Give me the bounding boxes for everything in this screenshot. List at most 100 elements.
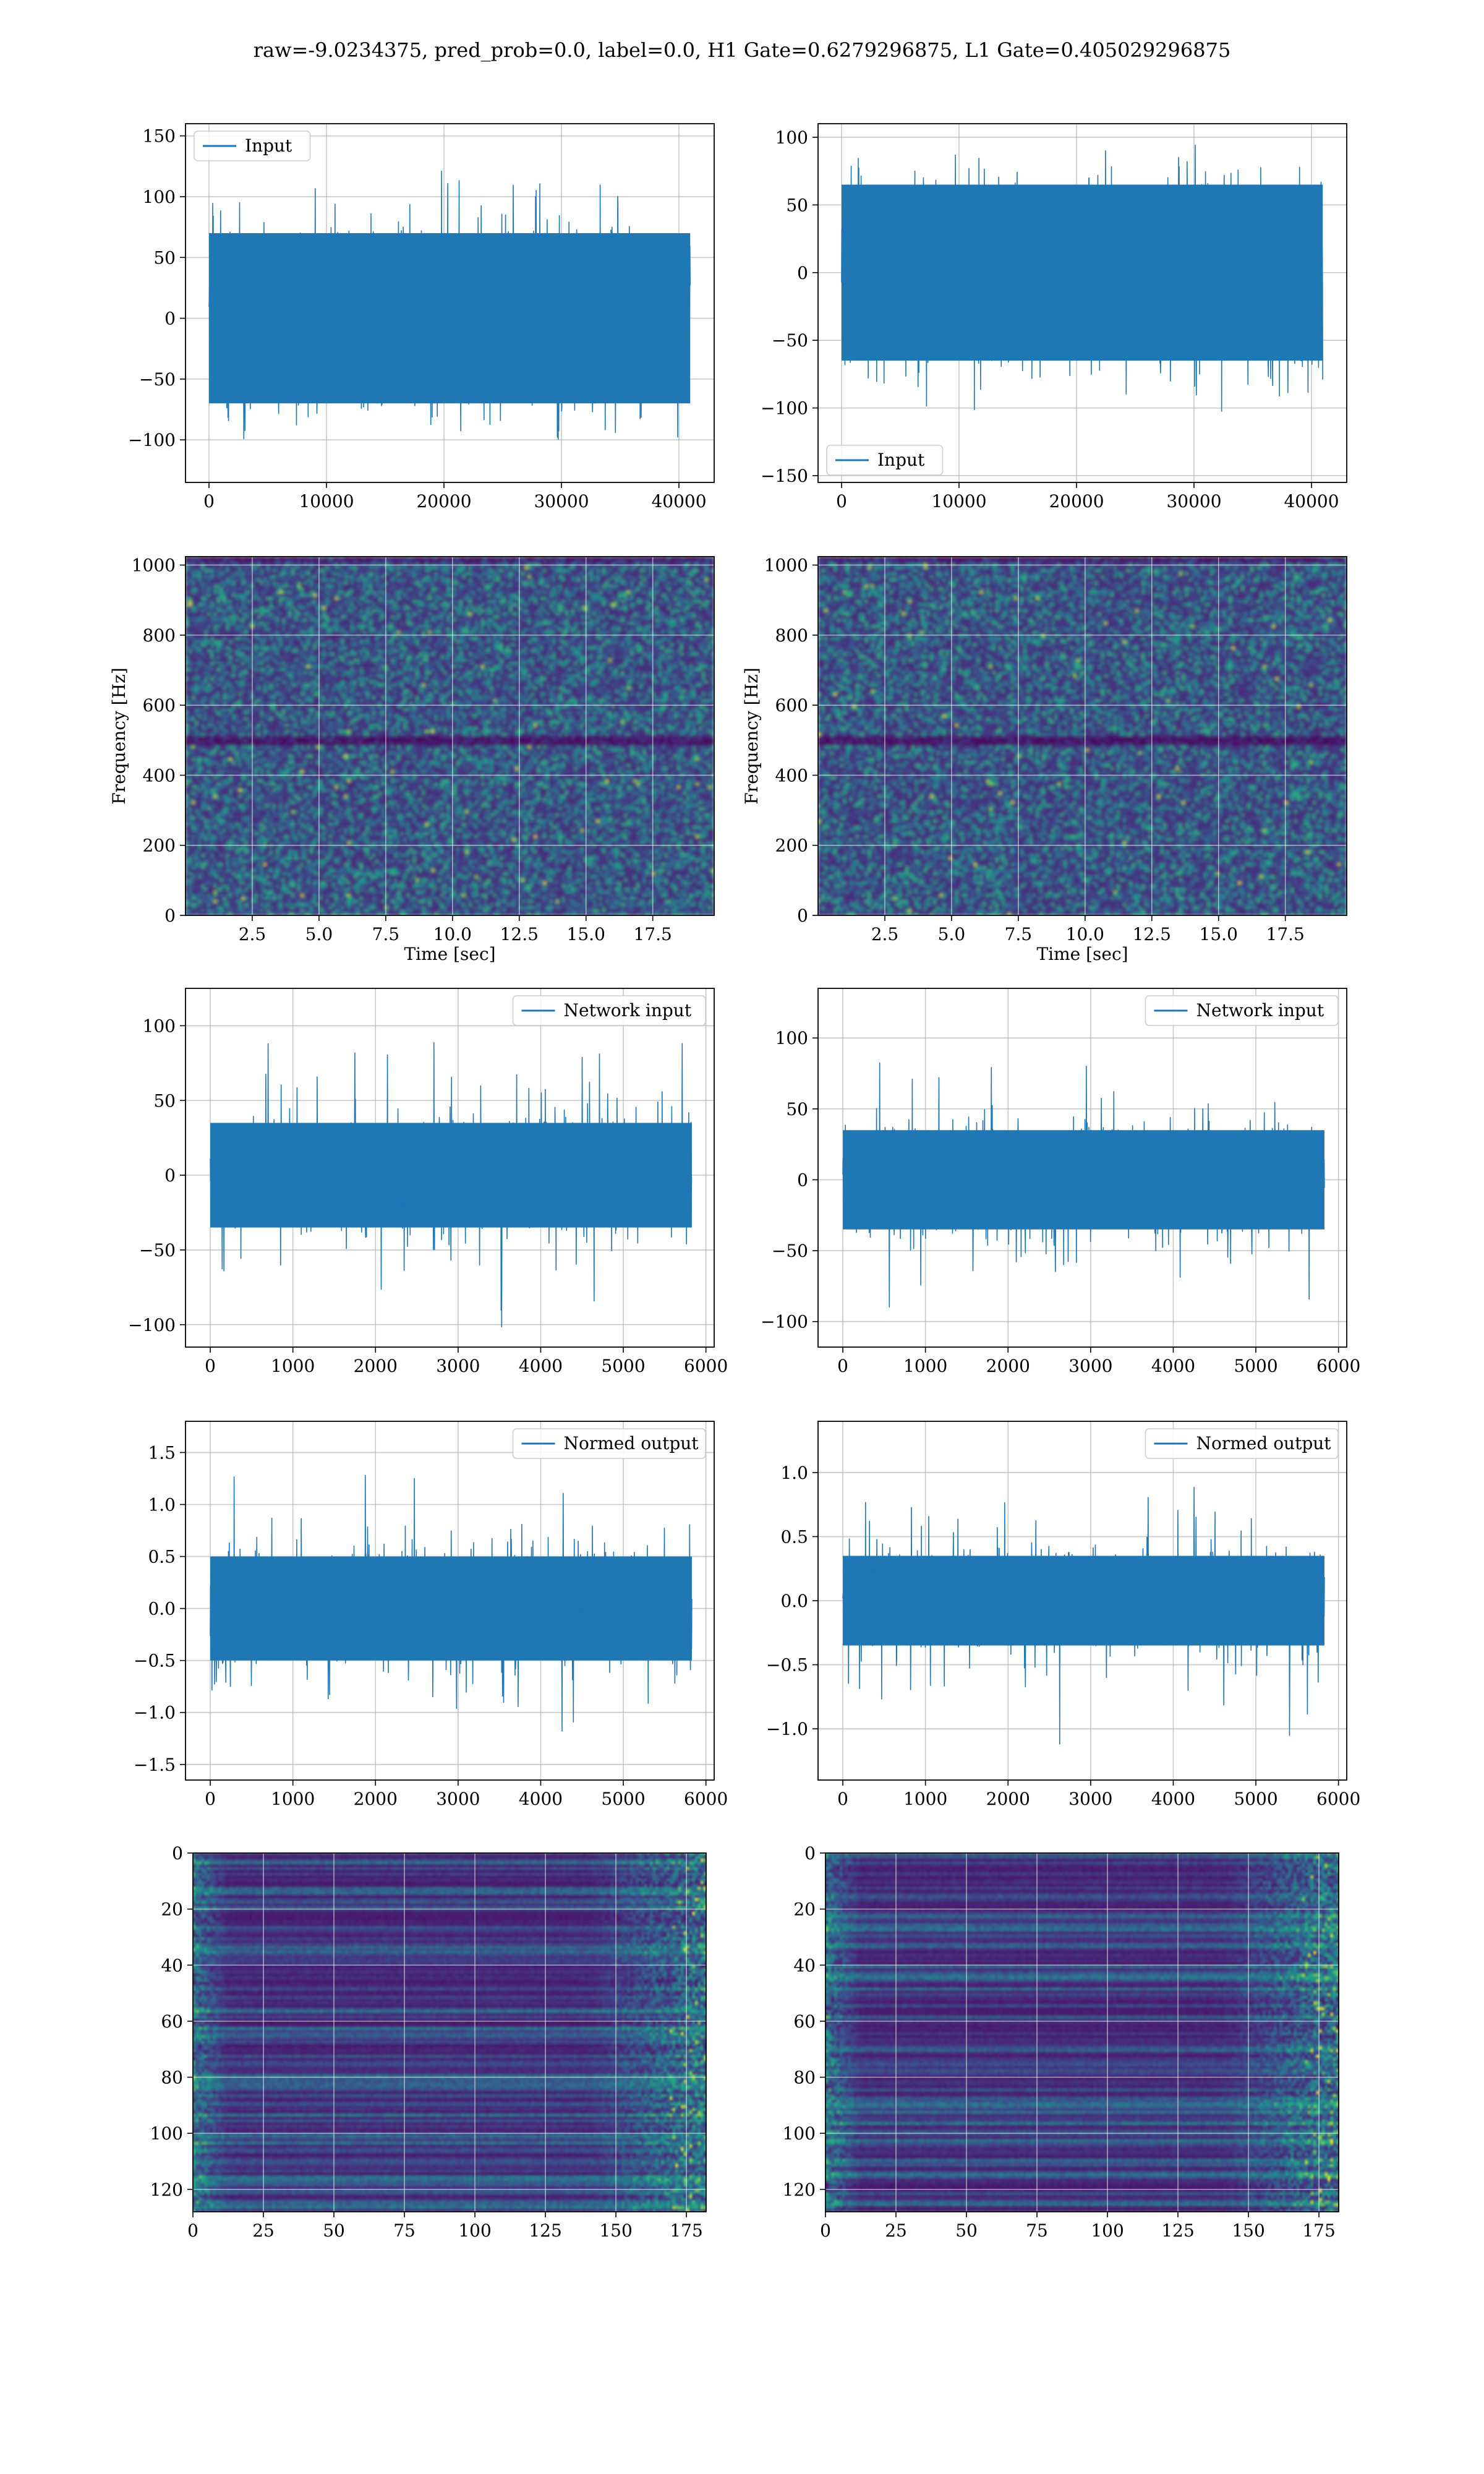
feat_h1-frame — [192, 1852, 707, 2212]
spec_h1-xtick-label-2: 7.5 — [372, 924, 400, 944]
netin_l1-ytick-label-4: 100 — [775, 1028, 808, 1048]
netin_l1-ytick-label-2: 0 — [797, 1170, 808, 1190]
input_h1-xtick-label-3: 30000 — [534, 491, 589, 511]
netin_l1-xtick-label-5: 5000 — [1234, 1356, 1277, 1376]
netin_h1-legend: Network input — [512, 995, 706, 1026]
netin_l1-xtick-label-0: 0 — [837, 1356, 848, 1376]
feat_h1-ytick-label-2: 40 — [161, 1955, 183, 1975]
normed_l1-xtick-label-1: 1000 — [903, 1789, 947, 1809]
feat_h1-ytick-label-4: 80 — [161, 2068, 183, 2088]
input_l1-ytick-label-5: 100 — [775, 127, 808, 148]
netin_h1-xtick-label-6: 6000 — [684, 1356, 728, 1376]
input_h1-series-line — [208, 170, 691, 440]
netin_l1-ytick-label-0: −100 — [761, 1312, 808, 1332]
normed_h1-legend: Normed output — [512, 1428, 706, 1459]
normed_h1-legend-label: Normed output — [564, 1433, 699, 1453]
feat_l1-ytick-label-6: 120 — [783, 2180, 816, 2200]
feat_h1-xtick-label-2: 50 — [323, 2220, 345, 2241]
feat_h1-ytick-label-3: 60 — [161, 2011, 183, 2032]
netin_h1-xtick-label-1: 1000 — [271, 1356, 315, 1376]
normed_l1-legend-label: Normed output — [1196, 1433, 1332, 1453]
input_l1-xtick-label-1: 10000 — [931, 491, 986, 511]
netin_h1-ytick-label-1: −50 — [139, 1240, 176, 1261]
feat_h1-xtick-label-0: 0 — [187, 2220, 198, 2241]
input_h1-xtick-label-4: 40000 — [651, 491, 706, 511]
input_l1-legend-label: Input — [877, 450, 925, 470]
input_h1-ytick-label-4: 100 — [143, 187, 176, 207]
input_h1-legend-box — [194, 131, 311, 161]
spec_h1-ytick-label-3: 600 — [143, 695, 176, 716]
spec_h1-ylabel: Frequency [Hz] — [109, 667, 129, 804]
normed_l1-ytick-label-2: 0.0 — [780, 1591, 808, 1611]
feat_h1-ytick-label-0: 0 — [172, 1843, 183, 1864]
normed_h1-xtick-label-5: 5000 — [601, 1789, 645, 1809]
input_l1-xtick-label-3: 30000 — [1166, 491, 1221, 511]
spec_l1-ytick-label-0: 0 — [797, 905, 808, 926]
chart-netin_l1: 0 1000 2000 3000 4000 5000 6000 −100 −50 0 50 100 Ne… — [761, 988, 1360, 1376]
normed_h1-ytick-label-4: 0.5 — [148, 1547, 176, 1567]
spec_l1-ytick-label-1: 200 — [775, 836, 808, 856]
netin_l1-xtick-label-1: 1000 — [903, 1356, 947, 1376]
normed_l1-xtick-label-6: 6000 — [1316, 1789, 1360, 1809]
normed_h1-frame — [185, 1421, 715, 1781]
input_h1-ytick-label-0: −100 — [128, 430, 176, 450]
normed_l1-xtick-label-2: 2000 — [986, 1789, 1030, 1809]
spec_h1-frame — [185, 556, 715, 916]
normed_h1-xtick-label-3: 3000 — [436, 1789, 480, 1809]
feat_l1-ytick-label-5: 100 — [783, 2123, 816, 2144]
netin_l1-frame — [817, 988, 1347, 1348]
figure-title: raw=-9.0234375, pred_prob=0.0, label=0.0… — [253, 38, 1231, 62]
spec_l1-xtick-label-0: 2.5 — [871, 924, 899, 944]
chart-normed_h1: 0 1000 2000 3000 4000 5000 6000 −1.5 −1.0 −0.5 0.0… — [134, 1421, 728, 1809]
chart-netin_h1: 0 1000 2000 3000 4000 5000 6000 −100 −50 0 50 100 Ne… — [128, 988, 728, 1376]
chart-normed_l1: 0 1000 2000 3000 4000 5000 6000 −1.0 −0.5 0.0 0.5 1… — [766, 1421, 1360, 1809]
normed_h1-xtick-label-4: 4000 — [519, 1789, 563, 1809]
netin_h1-series-line — [210, 1042, 693, 1328]
netin_l1-xtick-label-6: 6000 — [1316, 1356, 1360, 1376]
input_l1-xtick-label-0: 0 — [836, 491, 847, 511]
feat_l1-xtick-label-6: 150 — [1232, 2220, 1264, 2241]
spec_l1-grid — [818, 557, 1347, 916]
spec_l1-ytick-label-4: 800 — [775, 625, 808, 646]
normed_h1-ytick-label-3: 0.0 — [148, 1599, 176, 1619]
spec_h1-ytick-label-5: 1000 — [132, 555, 176, 576]
spec_h1-xtick-label-6: 17.5 — [634, 924, 672, 944]
normed_h1-ytick-label-2: −0.5 — [134, 1651, 176, 1671]
feat_l1-ytick-label-4: 80 — [793, 2068, 816, 2088]
netin_h1-xtick-label-4: 4000 — [519, 1356, 563, 1376]
input_l1-frame — [817, 123, 1347, 483]
normed_l1-series-line — [842, 1486, 1325, 1745]
input_h1-ytick-label-3: 50 — [153, 247, 176, 268]
netin_h1-xtick-label-5: 5000 — [601, 1356, 645, 1376]
feat_h1-xtick-label-4: 100 — [458, 2220, 491, 2241]
feat_h1-xtick-label-7: 175 — [670, 2220, 702, 2241]
input_l1-xtick-label-2: 20000 — [1049, 491, 1104, 511]
chart-spec_h1: 2.5 5.0 7.5 10.0 12.5 15.0 17.5 0 200 400 600 800 10… — [109, 555, 715, 964]
spec_h1-ytick-label-2: 400 — [143, 765, 176, 785]
netin_h1-ytick-label-2: 0 — [164, 1165, 176, 1186]
netin_h1-xtick-label-3: 3000 — [436, 1356, 480, 1376]
spec_h1-ytick-label-1: 200 — [143, 836, 176, 856]
feat_h1-xtick-label-1: 25 — [252, 2220, 275, 2241]
normed_h1-xtick-label-1: 1000 — [271, 1789, 315, 1809]
spec_l1-xtick-label-6: 17.5 — [1266, 924, 1305, 944]
feat_h1-grid — [192, 1852, 706, 2212]
chart-spec_l1: 2.5 5.0 7.5 10.0 12.5 15.0 17.5 0 200 400 600 800 10… — [741, 555, 1347, 964]
normed_l1-ytick-label-3: 0.5 — [780, 1526, 808, 1547]
feat_l1-ytick-label-3: 60 — [793, 2011, 816, 2032]
normed_h1-ytick-label-0: −1.5 — [134, 1755, 176, 1775]
normed_l1-ytick-label-4: 1.0 — [780, 1463, 808, 1483]
feat_h1-ytick-label-5: 100 — [150, 2123, 183, 2144]
normed_h1-ytick-label-1: −1.0 — [134, 1703, 176, 1723]
input_l1-legend: Input — [826, 445, 944, 476]
input_h1-legend-label: Input — [245, 135, 292, 156]
netin_h1-frame — [185, 988, 715, 1348]
chart-input_h1: 0 10000 20000 30000 40000 −100 −50 0 50 100 150 Inp… — [128, 123, 715, 511]
feat_l1-xtick-label-4: 100 — [1091, 2220, 1124, 2241]
netin_l1-xtick-label-3: 3000 — [1068, 1356, 1112, 1376]
netin_h1-legend-box — [512, 995, 706, 1026]
feat_h1-xtick-label-5: 125 — [529, 2220, 561, 2241]
netin_l1-xtick-label-2: 2000 — [986, 1356, 1030, 1376]
input_l1-ytick-label-0: −150 — [761, 466, 808, 486]
